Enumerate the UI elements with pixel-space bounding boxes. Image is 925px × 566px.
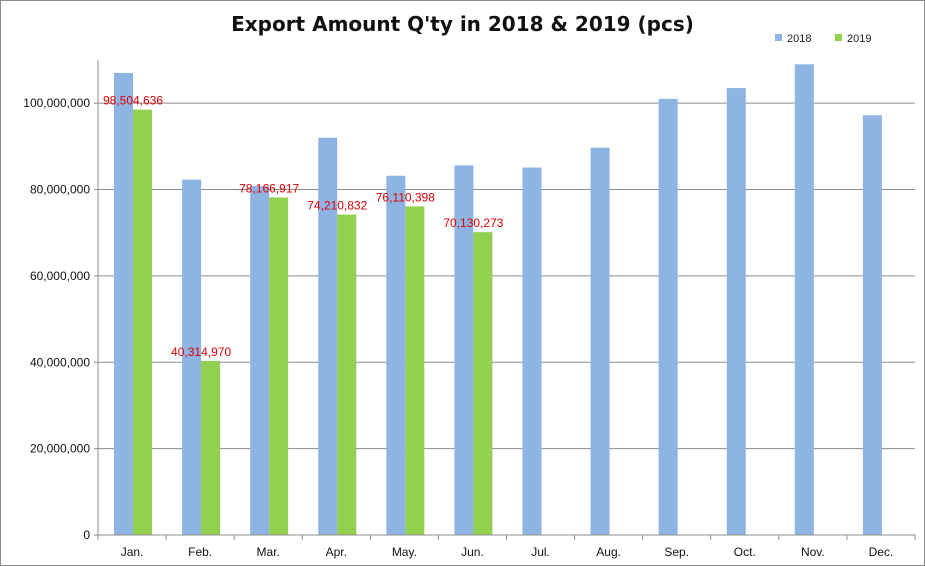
legend-swatch-2019 [835, 34, 842, 41]
x-tick-label: Nov. [801, 545, 825, 559]
legend-item-2019: 2019 [835, 33, 871, 45]
y-tick-label: 60,000,000 [30, 269, 90, 283]
x-tick-label: Feb. [188, 545, 212, 559]
bar-2019-feb [201, 360, 221, 535]
axes [94, 60, 916, 540]
y-tick-label: 80,000,000 [30, 183, 90, 197]
bars [114, 64, 882, 536]
x-tick-label: Mar. [257, 545, 280, 559]
x-tick-label: Apr. [326, 545, 347, 559]
bar-2018-jul [522, 167, 542, 536]
bar-2018-sep [658, 98, 678, 535]
bar-2018-may [386, 175, 406, 535]
y-tick-label: 100,000,000 [23, 96, 90, 110]
bar-2018-nov [794, 64, 814, 536]
bar-2019-mar [269, 197, 289, 535]
legend-item-2018: 2018 [775, 33, 811, 45]
legend-label-2018: 2018 [787, 33, 812, 45]
bar-2018-mar [250, 186, 270, 535]
gridlines [98, 102, 915, 450]
data-label-2019: 70,130,273 [443, 216, 503, 230]
x-tick-label: Aug. [596, 545, 621, 559]
x-tick-label: Dec. [869, 545, 894, 559]
legend-label-2019: 2019 [847, 33, 872, 45]
bar-2018-feb [182, 179, 202, 535]
data-label-2019: 76,110,398 [376, 190, 435, 204]
bar-2019-jun [473, 232, 493, 535]
x-tick-label: Sep. [664, 545, 689, 559]
bar-2018-jan [114, 72, 133, 536]
bar-2018-aug [590, 147, 610, 535]
bar-2018-apr [318, 137, 338, 535]
data-label-2019: 78,166,917 [239, 181, 299, 195]
x-tick-label: Jan. [121, 545, 144, 559]
y-tick-label: 0 [83, 528, 90, 542]
labels: 0 20,000,000 40,000,000 60,000,000 80,000,00… [23, 94, 893, 559]
y-tick-label: 20,000,000 [30, 442, 90, 456]
bar-2018-oct [726, 88, 746, 536]
x-tick-label: Oct. [734, 545, 756, 559]
data-label-2019: 40,314,970 [171, 345, 231, 359]
legend-swatch-2018 [775, 34, 782, 41]
y-tick-label: 40,000,000 [30, 355, 90, 369]
bar-2019-jan [133, 109, 152, 535]
x-tick-label: Jun. [461, 545, 484, 559]
x-tick-label: May. [392, 545, 417, 559]
chart-title: Export Amount Q'ty in 2018 & 2019 (pcs) [231, 12, 694, 36]
data-label-2019: 98,504,636 [103, 94, 163, 108]
bar-2018-dec [862, 115, 882, 535]
bar-2019-apr [337, 214, 357, 535]
x-tick-label: Jul. [531, 545, 550, 559]
bar-2018-jun [454, 165, 474, 535]
data-label-2019: 74,210,832 [307, 199, 367, 213]
bar-2019-may [405, 206, 425, 535]
